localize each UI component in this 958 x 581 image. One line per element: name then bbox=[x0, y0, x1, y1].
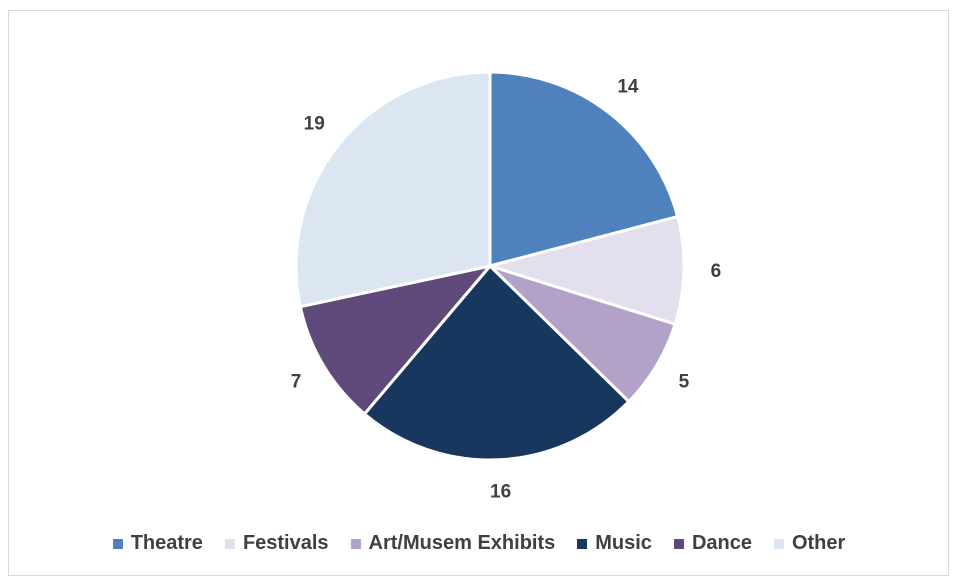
legend-item-art-musem-exhibits: Art/Musem Exhibits bbox=[350, 532, 556, 555]
data-label-dance: 7 bbox=[291, 372, 302, 393]
legend-label: Art/Musem Exhibits bbox=[368, 532, 556, 554]
data-label-festivals: 6 bbox=[711, 261, 722, 282]
pie-data-labels: 14 6 5 16 7 19 bbox=[291, 76, 721, 502]
legend-label: Festivals bbox=[242, 532, 329, 554]
legend-label: Other bbox=[791, 532, 846, 554]
legend-item-dance: Dance bbox=[673, 532, 752, 555]
legend-swatch bbox=[673, 538, 684, 549]
legend-item-other: Other bbox=[773, 532, 846, 555]
legend-item-music: Music bbox=[577, 532, 652, 555]
data-label-art-musem-exhibits: 5 bbox=[679, 372, 690, 393]
legend-swatch bbox=[112, 538, 123, 549]
chart-legend: Theatre Festivals Art/Musem Exhibits Music D… bbox=[0, 532, 958, 555]
data-label-music: 16 bbox=[490, 481, 511, 502]
pie-slice-theatre bbox=[488, 70, 680, 268]
data-label-other: 19 bbox=[304, 113, 325, 134]
legend-item-theatre: Theatre bbox=[112, 532, 203, 555]
pie-slice-music bbox=[363, 264, 631, 462]
legend-label: Dance bbox=[691, 532, 752, 554]
legend-label: Music bbox=[595, 532, 652, 554]
legend-swatch bbox=[224, 538, 235, 549]
legend-label: Theatre bbox=[130, 532, 203, 554]
legend-swatch bbox=[577, 538, 588, 549]
data-label-theatre: 14 bbox=[617, 76, 639, 97]
legend-item-festivals: Festivals bbox=[224, 532, 329, 555]
legend-swatch bbox=[350, 538, 361, 549]
pie-slice-dance bbox=[298, 264, 492, 416]
pie-slice-festivals bbox=[488, 215, 686, 326]
pie-slice-other bbox=[294, 70, 492, 309]
pie-slices bbox=[294, 70, 686, 462]
legend-swatch bbox=[773, 538, 784, 549]
